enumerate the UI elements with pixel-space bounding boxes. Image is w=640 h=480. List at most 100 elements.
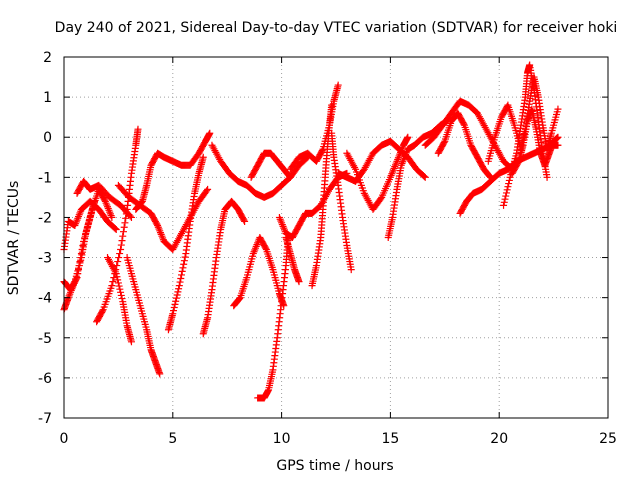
series-arc-5 xyxy=(93,125,142,326)
series-arc-19 xyxy=(308,101,336,290)
series-arc-24 xyxy=(421,97,516,173)
data-point xyxy=(119,228,127,236)
y-tick-label: -5 xyxy=(38,331,52,347)
data-point xyxy=(502,189,510,197)
data-point xyxy=(318,147,326,155)
data-point xyxy=(554,105,562,113)
data-point xyxy=(240,216,248,224)
data-point xyxy=(101,196,109,204)
data-point xyxy=(180,260,188,268)
data-point xyxy=(127,338,135,346)
data-point xyxy=(116,250,124,258)
data-point xyxy=(114,258,122,266)
data-point xyxy=(81,234,89,242)
data-point xyxy=(377,195,385,203)
data-point xyxy=(112,225,120,233)
data-point xyxy=(116,285,124,293)
data-point xyxy=(114,279,122,287)
data-point xyxy=(505,176,513,184)
data-point xyxy=(170,303,178,311)
y-tick-label: -7 xyxy=(38,411,52,427)
data-point xyxy=(404,133,412,141)
data-point xyxy=(87,209,95,217)
series-arc-4 xyxy=(73,177,135,221)
series-arc-8 xyxy=(123,254,164,378)
x-tick-label: 15 xyxy=(381,431,399,447)
data-point xyxy=(505,180,513,188)
y-tick-label: 1 xyxy=(43,90,52,106)
data-point xyxy=(347,266,355,274)
series-arc-9 xyxy=(132,129,214,213)
data-point xyxy=(74,270,82,278)
data-point xyxy=(126,212,134,220)
data-point xyxy=(554,133,562,141)
data-point xyxy=(180,257,188,265)
data-point xyxy=(113,273,121,281)
series-arc-25 xyxy=(434,109,494,181)
data-point xyxy=(118,237,126,245)
data-point xyxy=(117,291,125,299)
data-point xyxy=(86,213,94,221)
y-axis-label: SDTVAR / TECUs xyxy=(6,181,22,296)
y-tick-label: 0 xyxy=(43,130,52,146)
data-point xyxy=(76,258,84,266)
data-point xyxy=(175,282,183,290)
series-arc-20 xyxy=(328,129,355,274)
data-point xyxy=(122,210,130,218)
data-point xyxy=(84,220,92,228)
data-point xyxy=(83,223,91,231)
series-arc-23 xyxy=(384,117,451,241)
data-point xyxy=(504,183,512,191)
data-marks xyxy=(60,61,562,402)
data-point xyxy=(204,185,212,193)
data-point xyxy=(286,172,294,180)
data-point xyxy=(120,223,128,231)
data-point xyxy=(502,192,510,200)
data-point xyxy=(500,198,508,206)
data-point xyxy=(98,307,106,315)
x-tick-labels: 0 5 10 15 20 25 xyxy=(60,57,617,447)
data-point xyxy=(121,219,129,227)
data-point xyxy=(262,244,270,252)
data-point xyxy=(108,282,116,290)
series-arc-10 xyxy=(164,153,207,334)
data-point xyxy=(122,214,130,222)
data-point xyxy=(173,291,181,299)
x-tick-label: 10 xyxy=(273,431,291,447)
data-point xyxy=(169,310,177,318)
data-point xyxy=(420,172,428,180)
data-point xyxy=(110,274,118,282)
data-point xyxy=(108,213,116,221)
data-point xyxy=(328,101,336,109)
x-tick-label: 5 xyxy=(168,431,177,447)
x-tick-label: 0 xyxy=(60,431,69,447)
data-point xyxy=(78,246,86,254)
data-point xyxy=(334,81,342,89)
data-point xyxy=(501,195,509,203)
data-point xyxy=(72,275,80,283)
data-point xyxy=(117,241,125,249)
data-point xyxy=(203,187,211,195)
data-point xyxy=(440,139,448,147)
y-tick-label: 2 xyxy=(43,50,52,66)
data-point xyxy=(286,173,294,181)
series-arc-17 xyxy=(282,234,303,286)
data-point xyxy=(236,295,244,303)
data-point xyxy=(115,254,123,262)
data-point xyxy=(174,288,182,296)
data-point xyxy=(171,300,179,308)
data-point xyxy=(118,295,126,303)
data-point xyxy=(172,294,180,302)
y-tick-label: -2 xyxy=(38,210,52,226)
series-arc-14 xyxy=(254,234,292,402)
data-point xyxy=(181,253,189,261)
data-point xyxy=(127,213,135,221)
grid xyxy=(64,57,608,418)
data-point xyxy=(117,246,125,254)
data-point xyxy=(177,275,185,283)
data-point xyxy=(178,271,186,279)
data-point xyxy=(119,232,127,240)
data-point xyxy=(421,173,429,181)
